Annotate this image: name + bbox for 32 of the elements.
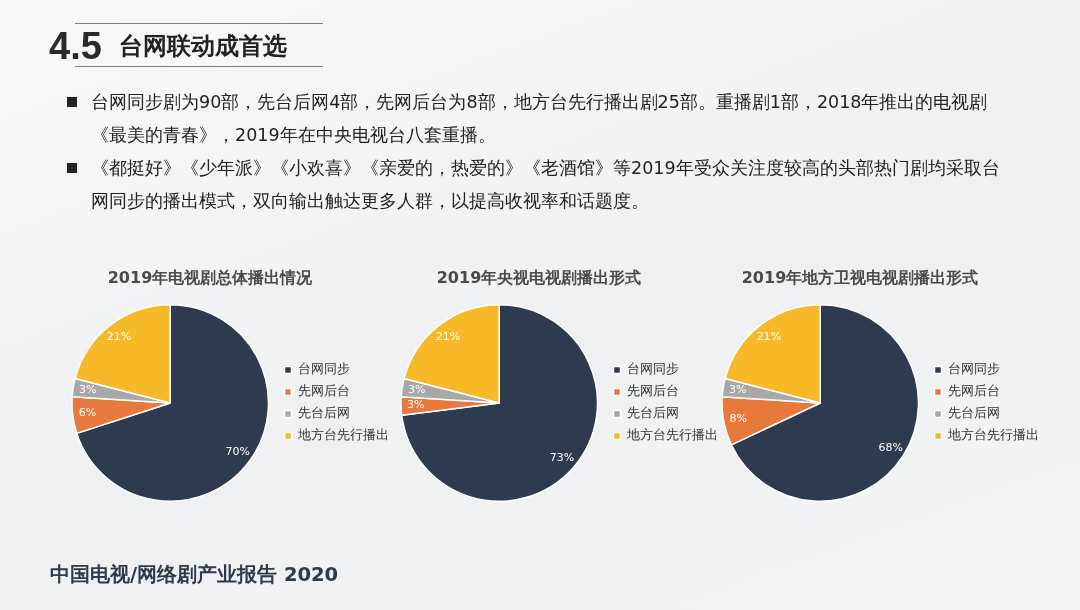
data-label: 70% [225, 444, 251, 458]
legend-label: 地方台先行播出 [947, 427, 1039, 443]
data-label: 3% [407, 398, 425, 412]
data-label: 21% [106, 329, 132, 343]
chart-title: 2019年电视剧总体播出情况 [106, 268, 314, 288]
text: 台网联动成首选 [119, 31, 287, 61]
legend-label: 先台后网 [627, 405, 679, 421]
legend-label: 先网后台 [948, 383, 1000, 399]
text: 《都挺好》《少年派》《小欢喜》《亲爱的，热爱的》《老酒馆》等2019年受众关注度较高的头部热门剧均采取台网同步的播出模式，双向输出触达更多人群，以提高收视率和话题度。 [91, 158, 1000, 211]
data-label: 3% [729, 382, 747, 396]
chart-title: 2019年地方卫视电视剧播出形式 [740, 268, 980, 288]
data-label: 3% [408, 382, 426, 396]
text: 4.5 [49, 25, 102, 67]
data-label: 8% [729, 411, 747, 425]
legend-label: 先台后网 [948, 405, 1000, 421]
legend-label: 地方台先行播出 [297, 427, 389, 443]
text: 中国电视/网络剧产业报告 2020 [50, 562, 339, 588]
legend-label: 先网后台 [298, 383, 350, 399]
legend-label: 先网后台 [627, 383, 679, 399]
data-label: 73% [549, 451, 575, 465]
legend-label: 台网同步 [627, 361, 679, 377]
data-label: 68% [878, 440, 903, 454]
data-label: 21% [435, 329, 461, 343]
legend-label: 先台后网 [298, 405, 350, 421]
data-label: 21% [756, 329, 782, 343]
text: 台网同步剧为90部，先台后网4部，先网后台为8部，地方台先行播出剧25部。重播剧1部，2018年推出的电视剧《最美的青春》，2019年在中央电视台八套重播。 [91, 92, 988, 145]
chart-title: 2019年央视电视剧播出形式 [435, 268, 643, 288]
data-label: 3% [79, 382, 97, 396]
legend-label: 地方台先行播出 [626, 427, 718, 443]
data-label: 6% [78, 406, 97, 420]
legend-label: 台网同步 [298, 361, 350, 377]
legend-label: 台网同步 [948, 361, 1000, 377]
